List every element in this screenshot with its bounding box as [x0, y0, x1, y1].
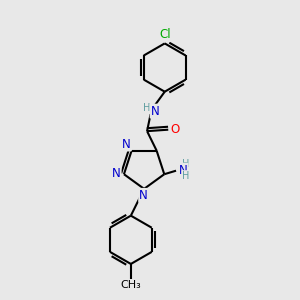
- Text: H: H: [182, 171, 190, 181]
- Text: Cl: Cl: [160, 28, 171, 41]
- Text: N: N: [179, 164, 188, 177]
- Text: N: N: [112, 167, 121, 180]
- Text: N: N: [122, 137, 131, 151]
- Text: H: H: [143, 103, 151, 113]
- Text: N: N: [151, 105, 159, 118]
- Text: N: N: [139, 189, 148, 202]
- Text: CH₃: CH₃: [121, 280, 141, 290]
- Text: H: H: [182, 159, 190, 169]
- Text: O: O: [170, 123, 179, 136]
